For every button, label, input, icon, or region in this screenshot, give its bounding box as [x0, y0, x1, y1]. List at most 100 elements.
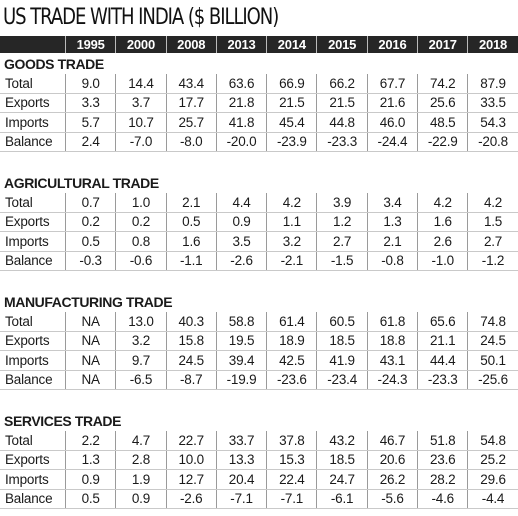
section-header-row: AGRICULTURAL TRADE	[0, 172, 518, 193]
row-label: Total	[5, 194, 33, 210]
data-cell: 46.0	[366, 113, 417, 132]
table-row: Imports 0.9 1.9 12.7 20.4 22.4 24.7 26.2 28.2 29.…	[0, 470, 518, 490]
data-cell: 18.5	[316, 450, 366, 469]
data-cell: 13.3	[215, 450, 266, 469]
data-cell: 12.7	[165, 470, 216, 489]
row-label: Imports	[5, 352, 49, 368]
column-header-2015: 2015	[316, 36, 366, 53]
data-cell: 43.1	[366, 351, 417, 370]
section-spacer	[0, 390, 518, 410]
data-cell: 54.8	[467, 431, 517, 450]
data-cell: -25.6	[467, 370, 517, 389]
data-cell: 1.6	[165, 232, 216, 251]
data-cell: -2.6	[215, 251, 266, 270]
column-header-2016: 2016	[366, 36, 417, 53]
row-label: Imports	[5, 471, 49, 487]
data-cell: 15.3	[266, 450, 316, 469]
data-cell: 9.0	[65, 74, 115, 93]
data-cell: 1.5	[467, 212, 517, 231]
data-cell: 1.1	[266, 212, 316, 231]
data-cell: -23.9	[266, 132, 316, 151]
data-cell: 2.2	[65, 431, 115, 450]
data-cell: 3.2	[266, 232, 316, 251]
row-label: Balance	[5, 372, 53, 388]
data-cell: -8.0	[165, 132, 216, 151]
row-label: Exports	[5, 95, 50, 111]
data-cell: 26.2	[366, 470, 417, 489]
data-cell: 3.3	[65, 93, 115, 112]
data-cell: 61.8	[366, 312, 417, 331]
section-title: SERVICES TRADE	[4, 412, 122, 429]
column-header-2008: 2008	[165, 36, 216, 53]
table-row: Total NA 13.0 40.3 58.8 61.4 60.5 61.8 65.6 74.8	[0, 312, 518, 332]
data-cell: 19.5	[215, 331, 266, 350]
data-cell: 4.4	[215, 193, 266, 212]
data-cell: 25.6	[417, 93, 467, 112]
data-cell: 9.7	[115, 351, 165, 370]
data-cell: 0.7	[65, 193, 115, 212]
data-cell: 33.7	[215, 431, 266, 450]
data-cell: 2.8	[115, 450, 165, 469]
data-cell: 21.1	[417, 331, 467, 350]
data-cell: -8.7	[165, 370, 216, 389]
data-cell: -20.0	[215, 132, 266, 151]
data-cell: -6.1	[316, 489, 366, 508]
data-cell: NA	[65, 370, 115, 389]
header-corner-cell	[0, 36, 65, 53]
data-cell: NA	[65, 312, 115, 331]
data-cell: 0.8	[115, 232, 165, 251]
data-cell: 45.4	[266, 113, 316, 132]
data-cell: 21.5	[266, 93, 316, 112]
data-cell: 1.3	[65, 450, 115, 469]
data-cell: -2.6	[165, 489, 216, 508]
data-cell: 1.9	[115, 470, 165, 489]
data-cell: -4.6	[417, 489, 467, 508]
data-cell: -24.3	[366, 370, 417, 389]
data-cell: 3.9	[316, 193, 366, 212]
data-cell: 3.2	[115, 331, 165, 350]
data-cell: -23.6	[266, 370, 316, 389]
data-cell: 15.8	[165, 331, 216, 350]
data-cell: 4.2	[467, 193, 517, 212]
data-cell: 67.7	[366, 74, 417, 93]
data-cell: -0.8	[366, 251, 417, 270]
data-cell: -2.1	[266, 251, 316, 270]
data-cell: 61.4	[266, 312, 316, 331]
data-cell: 40.3	[165, 312, 216, 331]
column-header-2018: 2018	[467, 36, 517, 53]
data-cell: 43.2	[316, 431, 366, 450]
data-cell: 2.6	[417, 232, 467, 251]
data-cell: 14.4	[115, 74, 165, 93]
trade-table: 1995 2000 2008 2013 2014 2015 2016 2017 2018 GOOD…	[0, 36, 518, 509]
data-cell: 44.8	[316, 113, 366, 132]
table-row: Exports 1.3 2.8 10.0 13.3 15.3 18.5 20.6 23.6 25.…	[0, 450, 518, 470]
section-spacer	[0, 152, 518, 172]
data-cell: -0.6	[115, 251, 165, 270]
data-cell: 37.8	[266, 431, 316, 450]
data-cell: -1.1	[165, 251, 216, 270]
data-cell: 3.7	[115, 93, 165, 112]
data-cell: 66.2	[316, 74, 366, 93]
table-row: Exports NA 3.2 15.8 19.5 18.9 18.5 18.8 21.1 24.5	[0, 331, 518, 351]
data-cell: 22.4	[266, 470, 316, 489]
data-cell: 18.5	[316, 331, 366, 350]
table-row: Balance 0.5 0.9 -2.6 -7.1 -7.1 -6.1 -5.6 -4.6 -4.…	[0, 489, 518, 509]
section-spacer	[0, 271, 518, 291]
table-row: Total 0.7 1.0 2.1 4.4 4.2 3.9 3.4 4.2 4.2	[0, 193, 518, 213]
data-cell: 48.5	[417, 113, 467, 132]
data-cell: -19.9	[215, 370, 266, 389]
data-cell: 22.7	[165, 431, 216, 450]
data-cell: 0.9	[115, 489, 165, 508]
table-row: Balance -0.3 -0.6 -1.1 -2.6 -2.1 -1.5 -0.8 -1.0-…	[0, 251, 518, 271]
data-cell: 66.9	[266, 74, 316, 93]
data-cell: -23.3	[417, 370, 467, 389]
data-cell: -7.1	[215, 489, 266, 508]
data-cell: 2.4	[65, 132, 115, 151]
data-cell: -24.4	[366, 132, 417, 151]
data-cell: -5.6	[366, 489, 417, 508]
data-cell: 4.2	[266, 193, 316, 212]
row-label: Balance	[5, 491, 53, 507]
data-cell: -1.2	[467, 251, 517, 270]
data-cell: -1.5	[316, 251, 366, 270]
data-cell: 2.1	[366, 232, 417, 251]
